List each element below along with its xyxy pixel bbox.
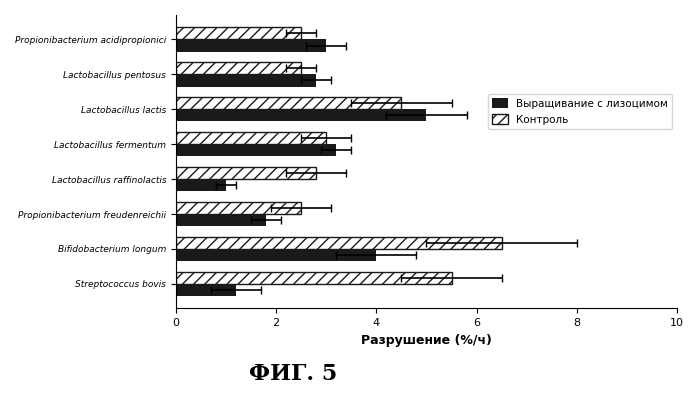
Bar	[176, 62, 301, 74]
Text: ФИГ. 5: ФИГ. 5	[250, 363, 338, 385]
Bar	[176, 167, 316, 179]
Bar	[176, 144, 336, 156]
Bar	[176, 237, 502, 249]
Bar	[176, 132, 326, 144]
X-axis label: Разрушение (%/ч): Разрушение (%/ч)	[361, 334, 492, 347]
Legend: Выращивание с лизоцимом, Контроль: Выращивание с лизоцимом, Контроль	[488, 94, 672, 129]
Bar	[176, 109, 426, 121]
Bar	[176, 74, 316, 86]
Bar	[176, 179, 226, 191]
Bar	[176, 249, 376, 261]
Bar	[176, 202, 301, 214]
Bar	[176, 27, 301, 39]
Bar	[176, 39, 326, 51]
Bar	[176, 284, 236, 296]
Bar	[176, 214, 266, 226]
Bar	[176, 97, 401, 109]
Bar	[176, 272, 452, 284]
